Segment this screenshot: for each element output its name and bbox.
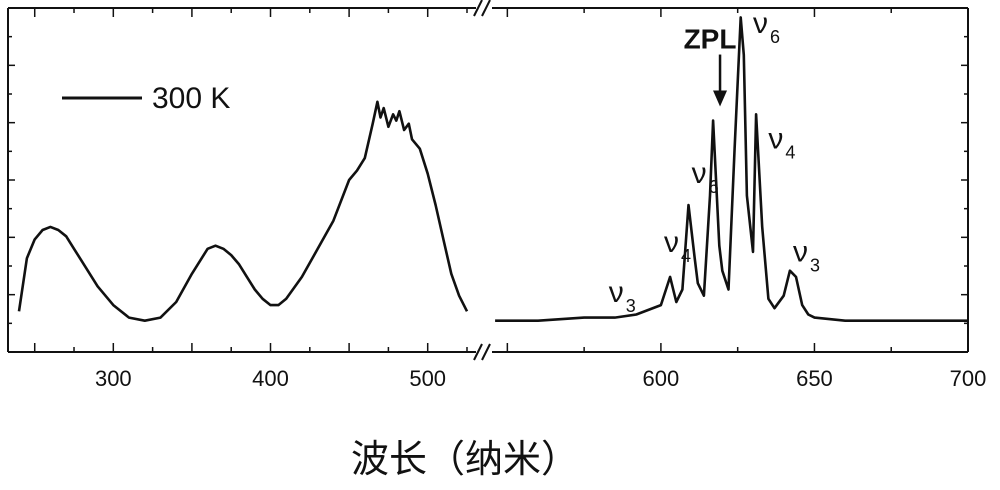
annotation-subscript: 4 [785, 143, 795, 163]
tick-labels: 300 400 500 600 650 700 [95, 366, 986, 391]
series-line-left [19, 102, 467, 321]
x-tick-label: 500 [409, 366, 446, 391]
annotation-mode-label: ν [692, 157, 707, 190]
x-tick-label: 300 [95, 366, 132, 391]
zpl-arrow-head [713, 91, 727, 107]
annotation-mode-label: ν [609, 276, 624, 309]
annotation-mode-label: ν [664, 226, 679, 259]
x-tick-label: 650 [796, 366, 833, 391]
annotation-zpl: ZPL [684, 24, 737, 55]
annotation-subscript: 4 [681, 246, 691, 266]
axis-break-mark [482, 344, 490, 360]
legend-label: 300 K [152, 82, 230, 115]
annotation-mode-label: ν [753, 7, 768, 40]
x-tick-label: 700 [950, 366, 987, 391]
axis-break-mark [482, 0, 490, 16]
annotation-subscript: 3 [626, 296, 636, 316]
x-tick-label: 600 [643, 366, 680, 391]
annotation-subscript: 6 [709, 177, 719, 197]
legend: 300 K [62, 82, 230, 115]
annotation-mode-label: ν [768, 123, 783, 156]
axes-frame [8, 0, 968, 360]
axis-ticks [8, 8, 968, 352]
x-axis-label: 波长（纳米） [351, 437, 579, 481]
annotation-subscript: 3 [810, 255, 820, 275]
annotation-mode-label: ν [793, 235, 808, 268]
series-line-right [495, 17, 968, 320]
annotation-subscript: 6 [770, 27, 780, 47]
series-layer [19, 17, 968, 320]
x-tick-label: 400 [252, 366, 289, 391]
